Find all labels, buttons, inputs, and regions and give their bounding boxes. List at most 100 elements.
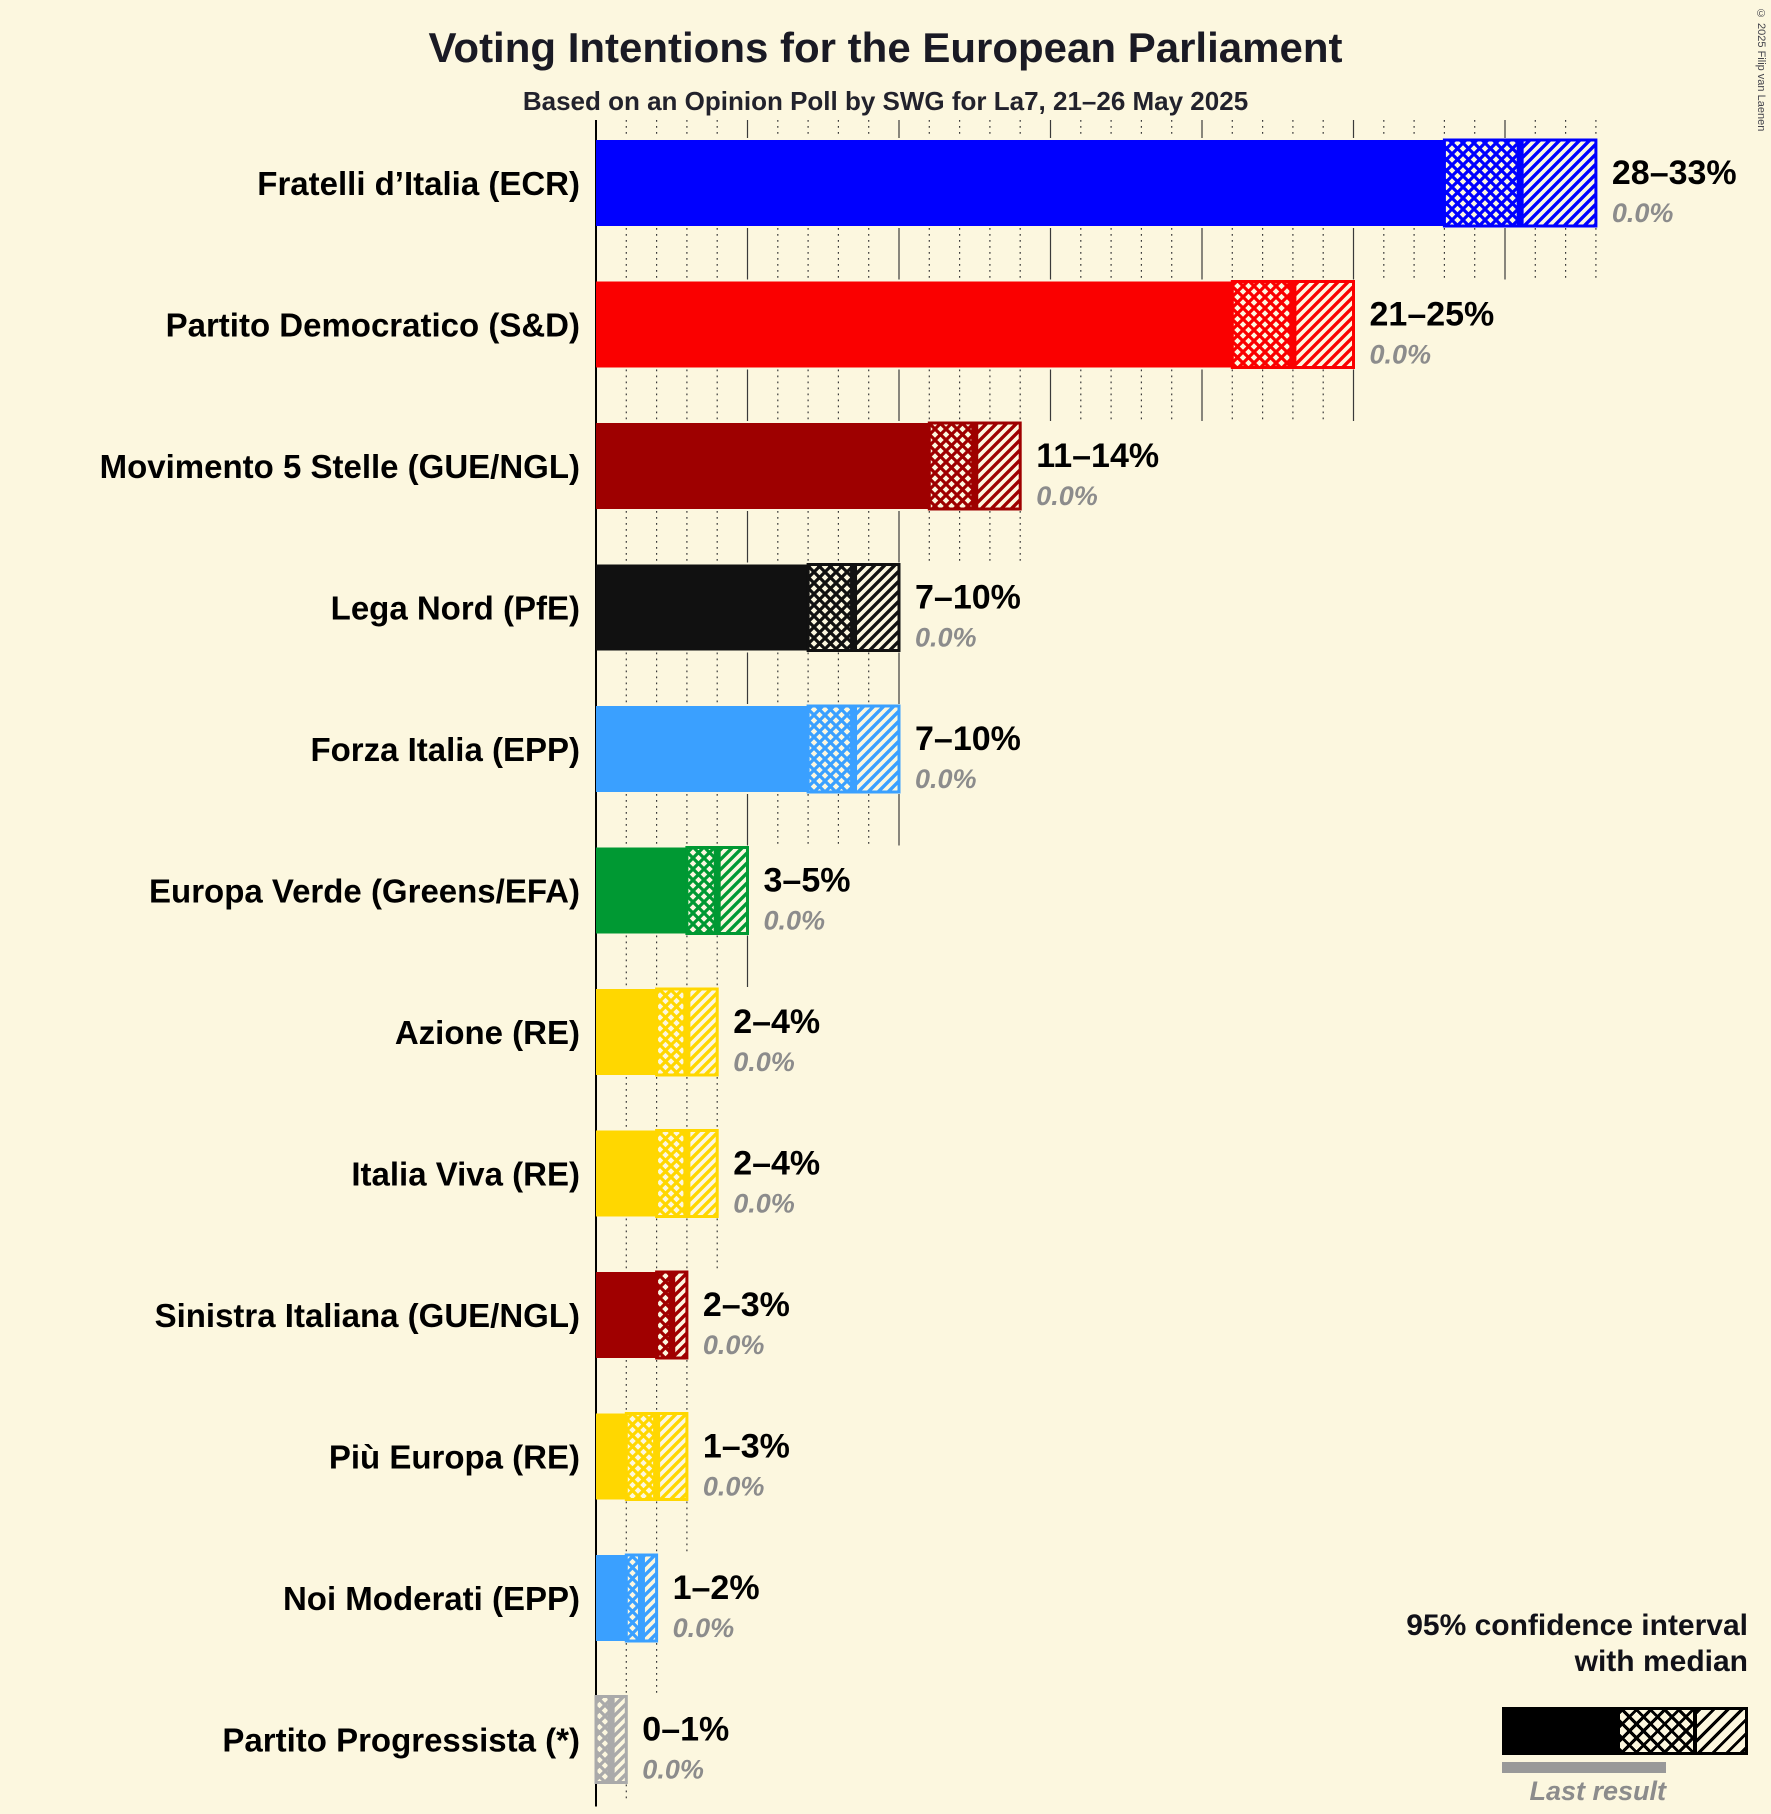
bar-ci-upper-diagonal (641, 1555, 657, 1641)
legend-sample-solid-bar (1502, 1707, 1617, 1755)
bar-solid (596, 423, 930, 509)
bar-median-line (668, 1272, 676, 1358)
bar-ci-upper-diagonal (1520, 140, 1596, 226)
party-label: Europa Verde (Greens/EFA) (149, 873, 580, 910)
party-label: Più Europa (RE) (329, 1439, 580, 1476)
bar-ci-upper-diagonal (671, 1272, 687, 1358)
last-result-value: 0.0% (733, 1047, 795, 1077)
bar-ci-border (1442, 138, 1598, 228)
bar-ci-lower-crosshatch (656, 1130, 687, 1217)
range-label: 1–3% (703, 1428, 790, 1466)
bar-median-line (653, 1413, 661, 1500)
last-result-value: 0.0% (1036, 481, 1098, 511)
chart-subtitle: Based on an Opinion Poll by SWG for La7,… (522, 86, 1249, 116)
range-label: 28–33% (1612, 154, 1737, 192)
bar-row: Sinistra Italiana (GUE/NGL) 2–3% 0.0% (155, 1270, 790, 1360)
bar-ci-border (806, 563, 901, 652)
bar-solid (596, 1272, 657, 1358)
legend-sample-ci-box (1617, 1707, 1748, 1755)
range-label: 21–25% (1370, 296, 1495, 334)
last-result-value: 0.0% (703, 1330, 765, 1360)
party-label: Partito Progressista (*) (222, 1722, 580, 1759)
bar-median-line (1516, 140, 1524, 226)
bar-solid (596, 1555, 627, 1641)
bar-solid (596, 706, 809, 792)
bar-ci-lower-crosshatch (626, 1555, 642, 1641)
bar-ci-upper-diagonal (686, 989, 718, 1075)
party-label: Noi Moderati (EPP) (283, 1580, 580, 1617)
last-result-value: 0.0% (764, 906, 826, 936)
party-label: Sinistra Italiana (GUE/NGL) (155, 1297, 580, 1334)
bar-solid (596, 989, 657, 1075)
bar-ci-upper-diagonal (853, 564, 899, 651)
last-result-value: 0.0% (915, 623, 977, 653)
bar-median-line (713, 847, 721, 934)
last-result-value: 0.0% (703, 1472, 765, 1502)
party-label: Movimento 5 Stelle (GUE/NGL) (100, 448, 580, 485)
bar-solid (596, 140, 1445, 226)
range-label: 2–4% (733, 1145, 820, 1183)
bar-median-line (971, 423, 979, 509)
gridlines (625, 120, 1597, 1803)
last-result-value: 0.0% (642, 1755, 704, 1785)
bar-ci-lower-crosshatch (656, 1272, 672, 1358)
bar-ci-border (685, 846, 750, 935)
party-label: Forza Italia (EPP) (310, 731, 580, 768)
bar-median-line (683, 989, 691, 1075)
last-result-value: 0.0% (1612, 198, 1674, 228)
bar-ci-lower-crosshatch (1444, 140, 1521, 226)
party-label: Italia Viva (RE) (351, 1156, 580, 1193)
bar-ci-border (594, 1695, 628, 1784)
bar-ci-upper-diagonal (853, 706, 899, 792)
bar-ci-lower-crosshatch (808, 706, 854, 792)
last-result-value: 0.0% (1370, 340, 1432, 370)
bar-solid (596, 564, 809, 651)
bar-ci-upper-diagonal (611, 1696, 627, 1783)
bar-ci-border (806, 704, 901, 794)
bar-row: Movimento 5 Stelle (GUE/NGL) 11–14% 0.0% (100, 421, 1159, 511)
bar-ci-border (624, 1412, 689, 1501)
bar-ci-lower-crosshatch (808, 564, 854, 651)
bar-ci-lower-crosshatch (929, 423, 975, 509)
bar-solid (596, 1130, 657, 1217)
legend-ci-line2: with median (1574, 1645, 1748, 1678)
bar-ci-lower-crosshatch (656, 989, 687, 1075)
bar-row: Azione (RE) 2–4% 0.0% (395, 987, 820, 1077)
bar-ci-upper-diagonal (656, 1413, 687, 1500)
bar-row: Forza Italia (EPP) 7–10% 0.0% (310, 704, 1021, 794)
bar-median-line (607, 1696, 615, 1783)
last-result-value: 0.0% (915, 764, 977, 794)
bar-ci-border (927, 421, 1022, 511)
range-label: 1–2% (673, 1569, 760, 1607)
bar-row: Partito Democratico (S&D) 21–25% 0.0% (166, 280, 1495, 370)
bar-solid (596, 1413, 627, 1500)
range-label: 7–10% (915, 720, 1021, 758)
bar-row: Più Europa (RE) 1–3% 0.0% (329, 1412, 790, 1502)
range-label: 11–14% (1036, 437, 1159, 475)
bar-ci-upper-diagonal (717, 847, 748, 934)
bar-ci-border (655, 987, 719, 1077)
bar-row: Noi Moderati (EPP) 1–2% 0.0% (283, 1553, 760, 1643)
legend-last-result-label: Last result (1529, 1776, 1666, 1806)
party-label: Azione (RE) (395, 1014, 580, 1051)
legend-ci-line1: 95% confidence interval (1406, 1609, 1748, 1642)
bar-ci-lower-crosshatch (626, 1413, 657, 1500)
chart-title: Voting Intentions for the European Parli… (428, 24, 1343, 71)
range-label: 7–10% (915, 579, 1021, 617)
bar-row: Partito Progressista (*) 0–1% 0.0% (222, 1695, 729, 1785)
bar-median-line (683, 1130, 691, 1217)
legend-ci-sample (1502, 1707, 1748, 1755)
bar-row: Lega Nord (PfE) 7–10% 0.0% (331, 563, 1021, 653)
range-label: 2–3% (703, 1286, 790, 1324)
legend-sample-diagonal-hatch (1696, 1710, 1745, 1752)
bar-ci-upper-diagonal (1292, 281, 1354, 368)
bar-ci-border (624, 1553, 659, 1643)
bar-ci-border (1230, 280, 1356, 369)
bar-ci-border (655, 1270, 689, 1360)
party-label: Partito Democratico (S&D) (166, 307, 580, 344)
bar-solid (596, 847, 687, 934)
range-label: 0–1% (642, 1711, 729, 1749)
